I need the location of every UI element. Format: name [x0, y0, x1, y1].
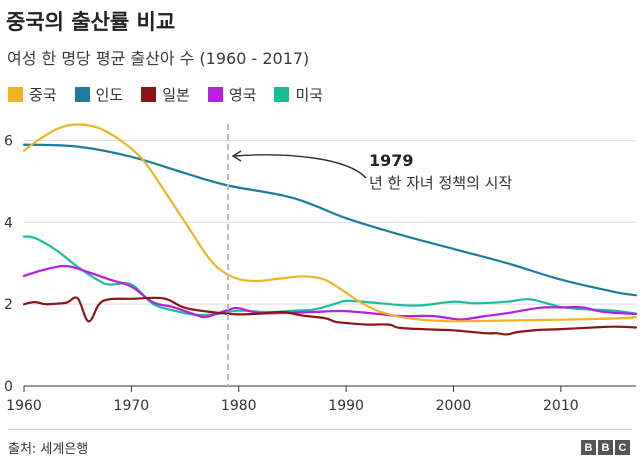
- source-note: 출처: 세계은행: [8, 442, 89, 457]
- series-lines: [22, 123, 638, 336]
- legend-swatch-china: [8, 86, 23, 102]
- logo-letter: B: [598, 440, 613, 455]
- chart-title: 중국의 출산률 비교: [6, 10, 176, 34]
- legend-label-japan: 일본: [162, 85, 190, 104]
- annotation: 1979 년 한 자녀 정책의 시작: [227, 124, 512, 386]
- legend-label-uk: 영국: [228, 85, 257, 104]
- legend-item-japan: 일본: [141, 84, 190, 105]
- annotation-arrowhead: [231, 150, 242, 162]
- y-tick-label: 4: [4, 215, 13, 231]
- x-tick-label: 2000: [436, 398, 472, 414]
- x-tick-label: 2010: [543, 398, 579, 414]
- gridlines: [24, 139, 636, 387]
- bbc-logo: B B C: [579, 440, 630, 455]
- series-line-china: [22, 123, 638, 323]
- legend-label-usa: 미국: [295, 85, 324, 104]
- y-tick-label: 0: [4, 379, 13, 395]
- y-tick-label: 2: [4, 297, 13, 313]
- legend-label-india: 인도: [95, 85, 124, 104]
- chart-subtitle: 여성 한 명당 평균 출산아 수 (1960 - 2017): [7, 49, 310, 68]
- legend: 중국 인도 일본 영국 미국: [8, 84, 341, 104]
- series-line-usa: [22, 235, 638, 317]
- legend-item-india: 인도: [74, 84, 124, 105]
- series-line-india: [22, 143, 638, 297]
- logo-letter: C: [615, 440, 630, 455]
- x-axis-ticks: 1960 1970 1980 1990 2000 2010: [6, 386, 579, 414]
- logo-letter: B: [581, 440, 596, 455]
- legend-swatch-usa: [274, 86, 290, 102]
- series-line-uk: [22, 264, 638, 321]
- legend-item-china: 중국: [8, 84, 57, 105]
- y-axis-ticks: 0 2 4 6: [4, 133, 13, 395]
- x-tick-label: 1980: [221, 398, 257, 414]
- footer-divider: [8, 429, 632, 430]
- y-tick-label: 6: [4, 133, 13, 149]
- x-tick-label: 1990: [328, 398, 364, 414]
- legend-swatch-japan: [141, 86, 157, 102]
- legend-item-usa: 미국: [274, 84, 323, 105]
- legend-item-uk: 영국: [207, 84, 257, 105]
- fertility-line-chart: 0 2 4 6 1960 1970 1980 1990 2000 2010 1979 년 한 자…: [4, 123, 638, 414]
- x-tick-label: 1970: [114, 398, 150, 414]
- annotation-arrow: [233, 154, 367, 179]
- annotation-text: 년 한 자녀 정책의 시작: [369, 174, 512, 192]
- annotation-year: 1979: [369, 151, 414, 170]
- x-tick-label: 1960: [6, 398, 42, 414]
- legend-label-china: 중국: [29, 85, 57, 104]
- legend-swatch-uk: [207, 86, 223, 102]
- legend-swatch-india: [74, 86, 90, 102]
- series-line-japan: [22, 296, 638, 336]
